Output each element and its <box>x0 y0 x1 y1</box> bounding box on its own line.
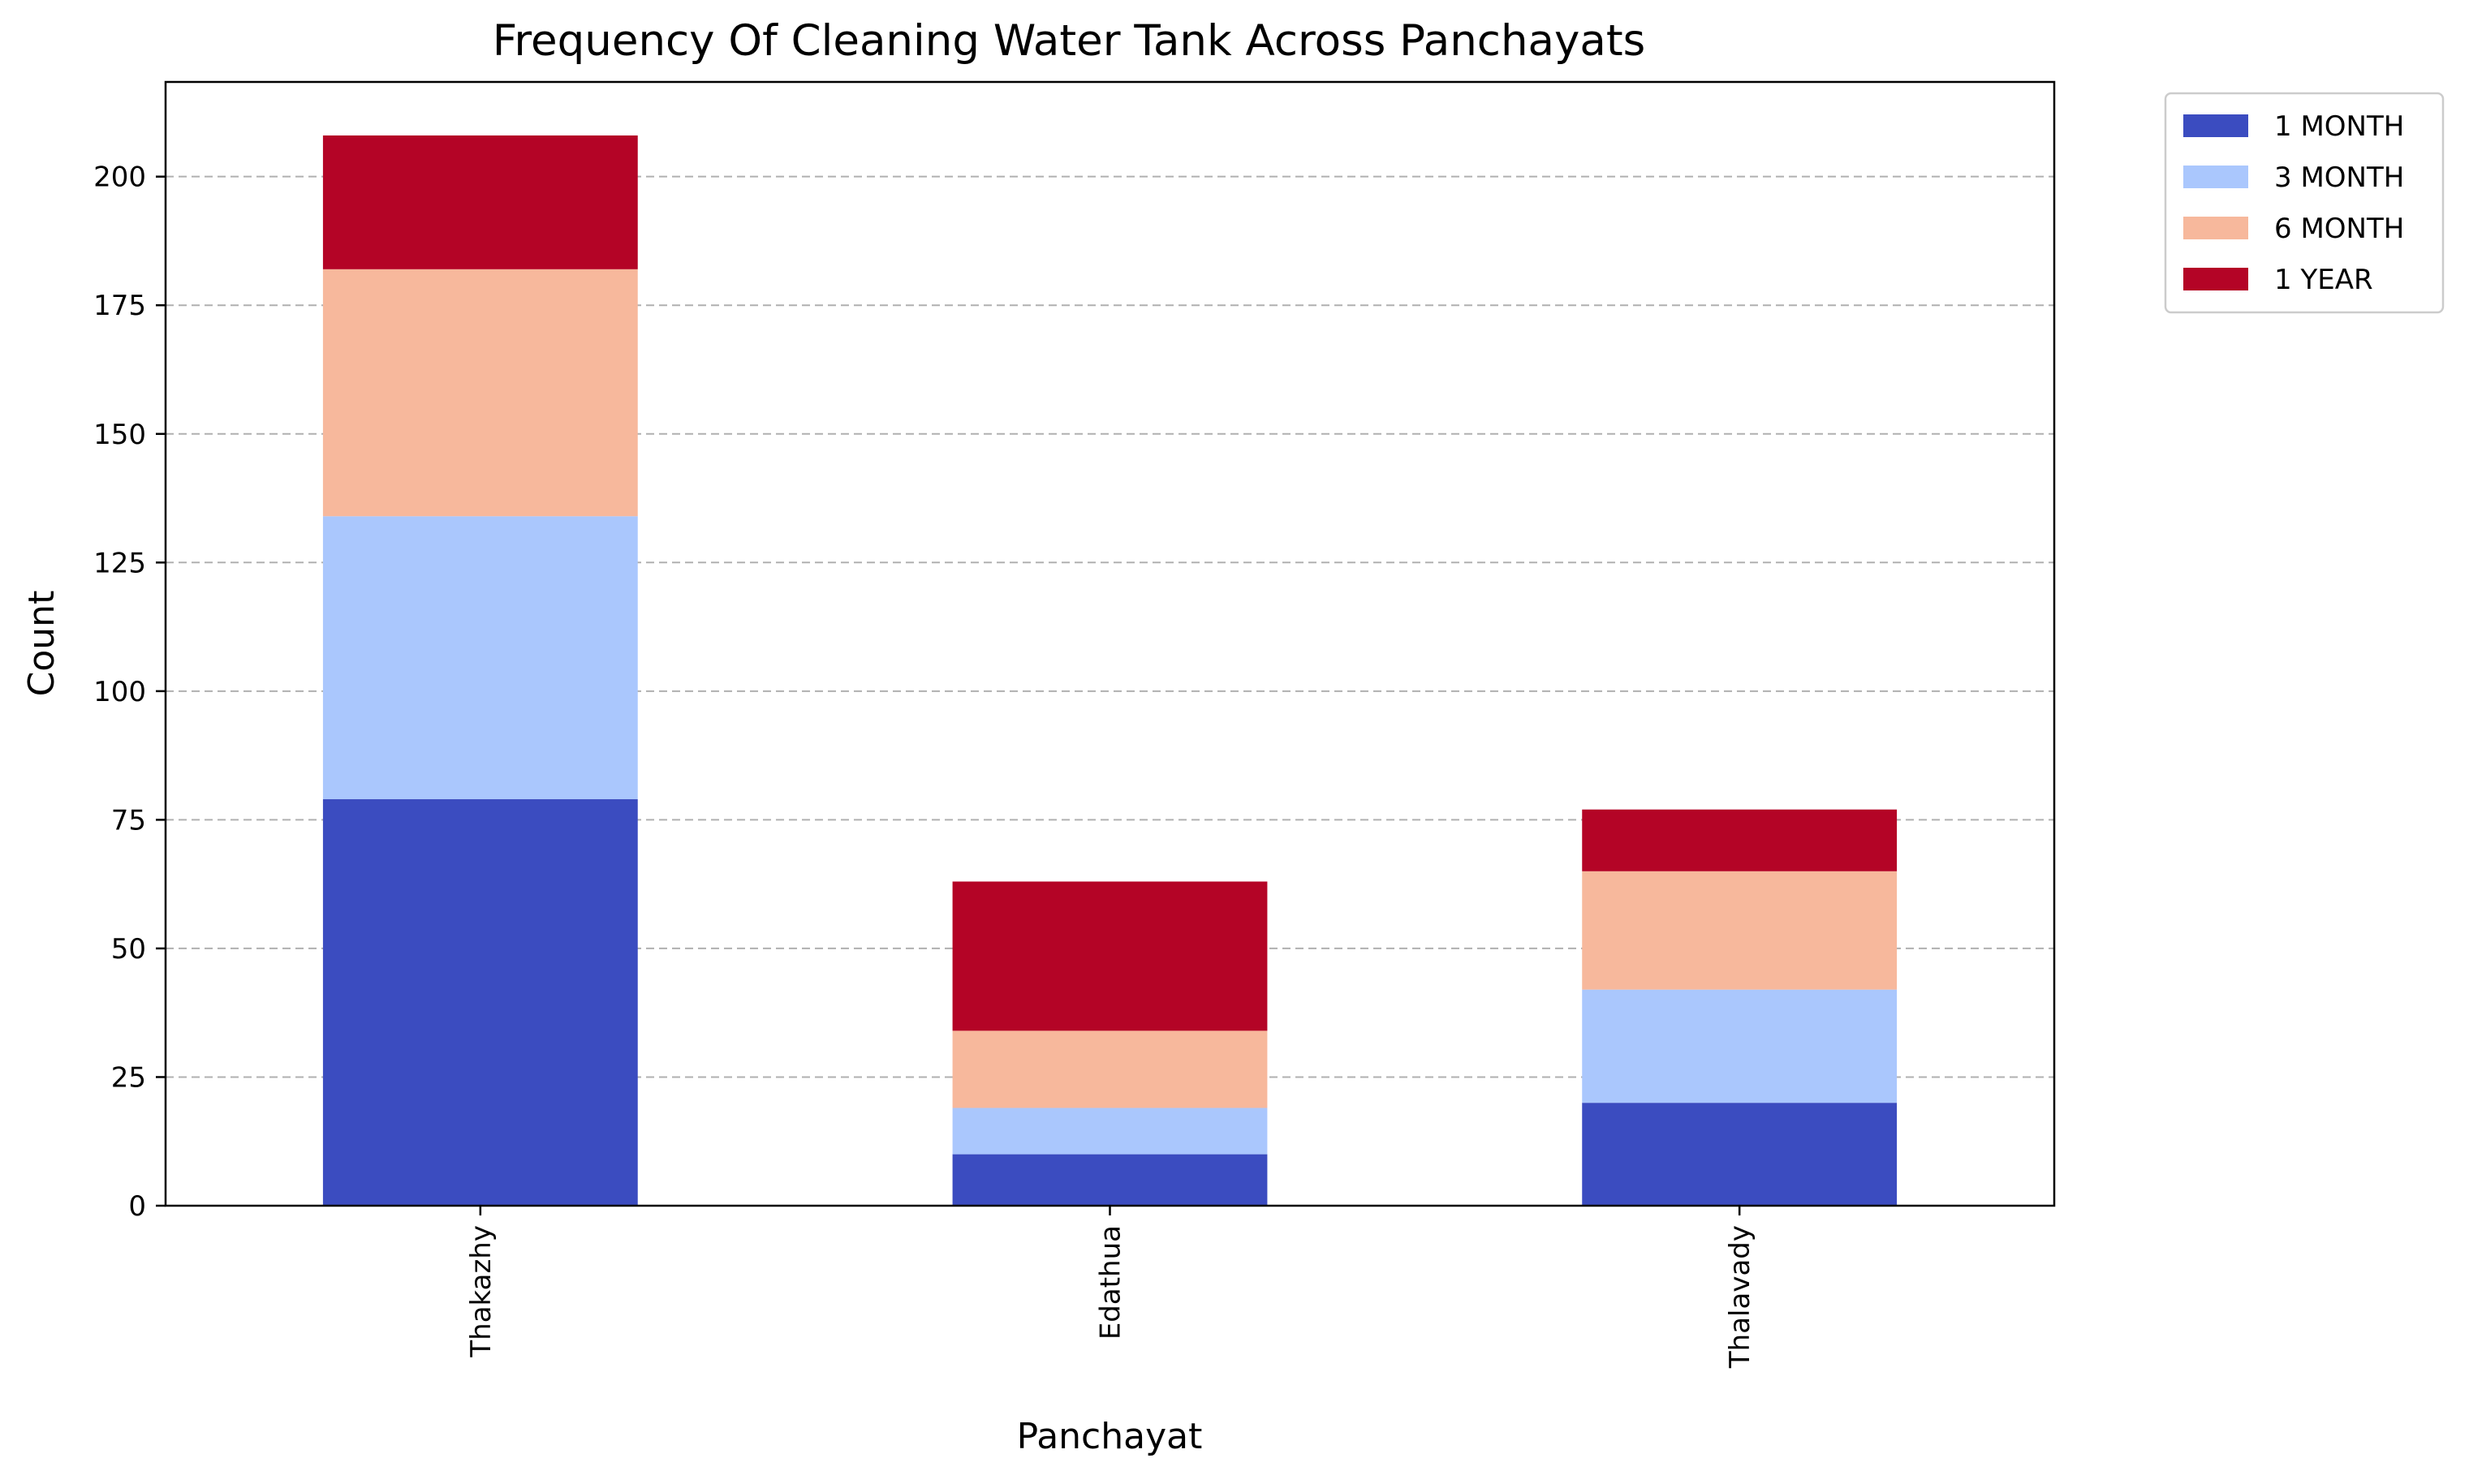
legend-label: 1 YEAR <box>2274 264 2373 296</box>
y-tick-label: 75 <box>111 804 146 837</box>
x-axis-label: Panchayat <box>1017 1416 1203 1457</box>
legend-label: 1 MONTH <box>2274 110 2404 143</box>
chart-title: Frequency Of Cleaning Water Tank Across … <box>493 16 1646 66</box>
bar-segment <box>1582 1103 1898 1206</box>
legend-label: 3 MONTH <box>2274 161 2404 194</box>
legend-swatch <box>2183 217 2248 239</box>
y-tick-label: 150 <box>93 419 146 451</box>
legend-items: 1 MONTH 3 MONTH 6 MONTH 1 YEAR <box>2183 110 2404 296</box>
legend-swatch <box>2183 268 2248 290</box>
y-tick-label: 50 <box>111 933 146 966</box>
bar-segment <box>1582 809 1898 871</box>
bar-segment <box>1582 871 1898 990</box>
bar-segment <box>952 1154 1268 1206</box>
y-tick-label: 100 <box>93 676 146 708</box>
y-tick-label: 125 <box>93 547 146 579</box>
legend-swatch <box>2183 166 2248 188</box>
bar-segment <box>1582 989 1898 1103</box>
y-tick-label: 200 <box>93 161 146 194</box>
bar-segment <box>952 1030 1268 1108</box>
x-axis-ticks: Thakazhy Edathua Thalavady <box>465 1206 1756 1369</box>
x-tick-label: Edathua <box>1095 1225 1127 1340</box>
y-tick-label: 25 <box>111 1061 146 1094</box>
x-tick-label: Thalavady <box>1724 1225 1756 1369</box>
bar-segment <box>952 1108 1268 1155</box>
bar-segment <box>322 135 638 269</box>
y-tick-label: 0 <box>128 1190 146 1223</box>
bar-segment <box>322 269 638 517</box>
y-axis-ticks: 0 25 50 75 100 125 150 175 200 <box>93 161 166 1223</box>
y-tick-label: 175 <box>93 290 146 322</box>
bar-segment <box>952 881 1268 1031</box>
x-tick-label: Thakazhy <box>465 1225 498 1358</box>
y-axis-label: Count <box>21 591 62 697</box>
bars <box>322 135 1898 1206</box>
legend-swatch <box>2183 114 2248 137</box>
bar-segment <box>322 516 638 800</box>
legend-label: 6 MONTH <box>2274 213 2404 245</box>
legend: 1 MONTH 3 MONTH 6 MONTH 1 YEAR <box>2164 92 2445 314</box>
bar-segment <box>322 799 638 1206</box>
legend-frame <box>2164 92 2445 314</box>
